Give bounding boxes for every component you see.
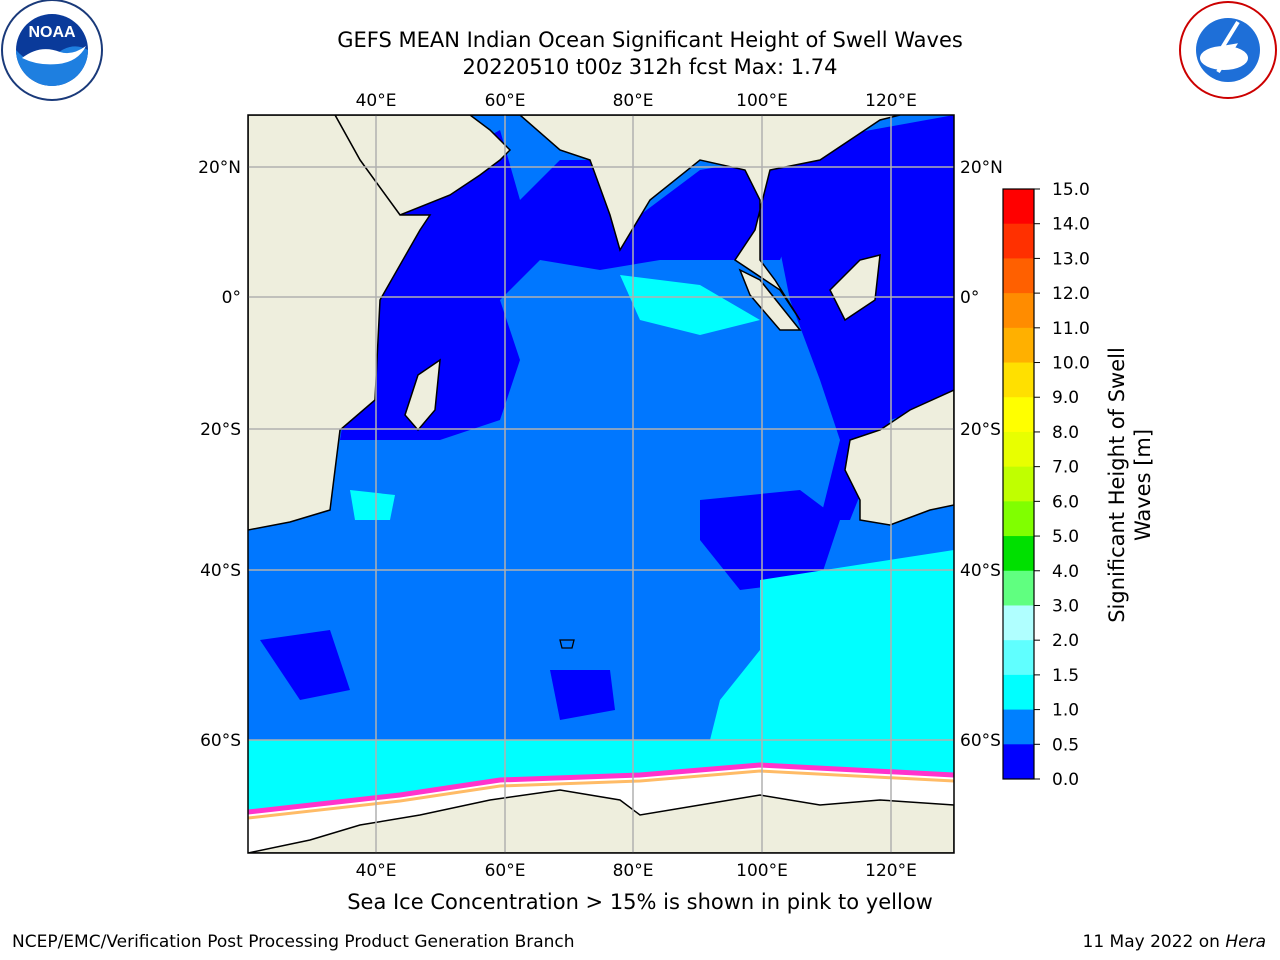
footer-host: Hera [1225, 932, 1266, 952]
land-madagascar [404, 358, 441, 432]
colorbar-swatch [1003, 397, 1034, 433]
colorbar-swatch [1003, 674, 1034, 711]
map-frame [247, 114, 955, 854]
colorbar-tick-label: 13.0 [1052, 249, 1090, 269]
colorbar-frame [1002, 188, 1035, 780]
colorbar-swatch [1003, 293, 1034, 329]
lat-label-right: 60°S [960, 731, 1001, 751]
colorbar-tick-label: 9.0 [1052, 388, 1079, 408]
colorbar-tick-label: 10.0 [1052, 354, 1090, 374]
lat-label-left: 40°S [200, 561, 241, 581]
lon-label-bottom: 80°E [613, 861, 654, 881]
nws-logo [1179, 1, 1277, 99]
footer-credit: NCEP/EMC/Verification Post Processing Pr… [12, 932, 575, 952]
lat-label-right: 40°S [960, 561, 1001, 581]
ocean-low-west [260, 630, 350, 700]
colorbar-tick-label: 14.0 [1052, 215, 1090, 235]
colorbar-swatch [1003, 327, 1034, 364]
land-africa [248, 115, 432, 531]
map-area [248, 115, 954, 853]
colorbar-tick-label: 1.5 [1052, 666, 1079, 686]
lat-label-left: 20°N [198, 158, 241, 178]
colorbar-swatch [1003, 223, 1034, 259]
colorbar-tick-label: 5.0 [1052, 527, 1079, 547]
ocean-low-east [760, 115, 954, 520]
lon-label-top: 80°E [613, 91, 654, 111]
colorbar-tick-label: 0.0 [1052, 770, 1079, 790]
ocean-high-patch [350, 490, 395, 520]
colorbar-tick-label: 15.0 [1052, 180, 1090, 200]
lon-label-top: 120°E [865, 91, 917, 111]
lon-label-bottom: 60°E [485, 861, 526, 881]
land-kerguelen [559, 639, 575, 649]
colorbar-tick-label: 3.0 [1052, 596, 1079, 616]
chart-subtitle: 20220510 t00z 312h fcst Max: 1.74 [462, 55, 838, 79]
colorbar-swatch [1003, 501, 1034, 537]
lon-label-bottom: 100°E [736, 861, 788, 881]
colorbar-swatch [1003, 431, 1034, 468]
colorbar-tick-label: 7.0 [1052, 458, 1079, 478]
colorbar-swatch [1003, 605, 1034, 641]
colorbar-tick-label: 11.0 [1052, 319, 1090, 339]
svg-text:NOAA: NOAA [28, 24, 76, 41]
colorbar-label-line1: Significant Height of Swell [1105, 347, 1129, 623]
lon-label-bottom: 40°E [356, 861, 397, 881]
land-sumatra [738, 268, 802, 331]
colorbar-label-line2: Waves [m] [1131, 429, 1155, 541]
colorbar-tick-label: 0.5 [1052, 735, 1079, 755]
noaa-logo: NOAA [1, 0, 103, 101]
lon-label-top: 60°E [485, 91, 526, 111]
sea-ice-edge-inner [248, 769, 954, 820]
lat-label-right: 20°N [960, 158, 1003, 178]
chart-title: GEFS MEAN Indian Ocean Significant Heigh… [337, 28, 963, 52]
lat-label-right: 0° [960, 288, 979, 308]
ocean-low-south [700, 490, 840, 590]
colorbar [1003, 189, 1034, 780]
lon-label-top: 40°E [356, 91, 397, 111]
land-borneo [829, 254, 881, 322]
sea-ice-edge [248, 762, 954, 815]
lat-label-left: 20°S [200, 420, 241, 440]
ocean-high-equator [620, 275, 760, 335]
map-gridlines [248, 115, 954, 853]
footer-date-text: 11 May 2022 on [1082, 932, 1226, 952]
colorbar-tick-label: 8.0 [1052, 423, 1079, 443]
colorbar-swatch [1003, 362, 1034, 398]
land-antarctica [248, 789, 954, 853]
colorbar-swatch [1003, 709, 1034, 745]
colorbar-swatch [1003, 466, 1034, 502]
lon-label-bottom: 120°E [865, 861, 917, 881]
colorbar-tick-label: 4.0 [1052, 562, 1079, 582]
ocean-low-north [340, 130, 800, 440]
colorbar-tick-label: 6.0 [1052, 492, 1079, 512]
colorbar-swatch [1003, 536, 1034, 572]
sea-ice-caption: Sea Ice Concentration > 15% is shown in … [347, 890, 933, 914]
ocean-low-kerguelen [550, 670, 615, 720]
colorbar-swatch [1003, 744, 1034, 780]
colorbar-swatch [1003, 189, 1034, 225]
colorbar-tick-label: 1.0 [1052, 701, 1079, 721]
land-australia [844, 389, 954, 526]
colorbar-ticks: 15.0 14.0 13.0 12.0 11.0 10.0 9.0 8.0 7.0 6.0 5.0 4… [1034, 180, 1090, 790]
colorbar-swatch [1003, 570, 1034, 606]
colorbar-tick-label: 2.0 [1052, 631, 1079, 651]
lat-label-right: 20°S [960, 420, 1001, 440]
lat-label-left: 60°S [200, 731, 241, 751]
colorbar-swatch [1003, 258, 1034, 294]
colorbar-swatch [1003, 640, 1034, 676]
lon-label-top: 100°E [736, 91, 788, 111]
lat-label-left: 0° [222, 288, 241, 308]
footer-date: 11 May 2022 on Hera [1083, 932, 1267, 952]
colorbar-tick-label: 12.0 [1052, 284, 1090, 304]
